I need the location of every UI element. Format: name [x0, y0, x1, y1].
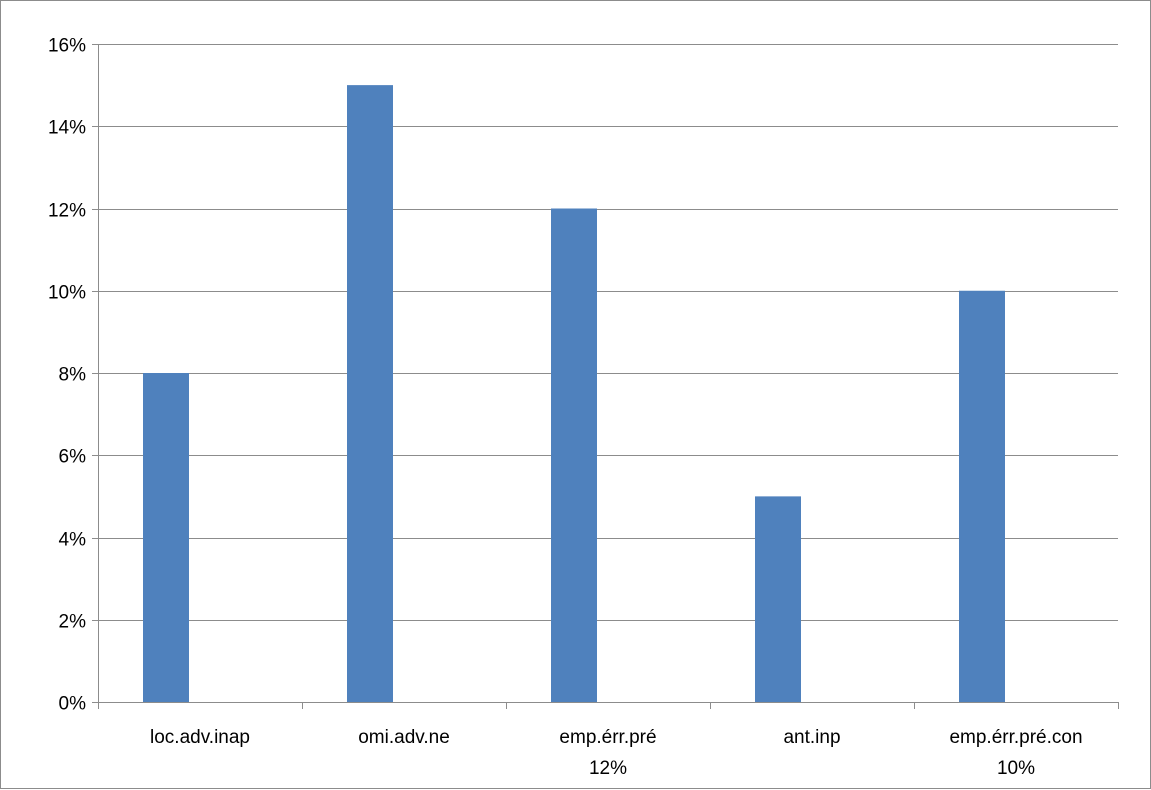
- x-tick-labels: loc.adv.inap omi.adv.ne emp.érr.pré 12% ant.…: [150, 727, 1083, 779]
- y-tick-label: 16%: [48, 36, 86, 57]
- y-tick-label: 8%: [59, 365, 87, 386]
- bars: [143, 85, 1005, 702]
- x-tick-label: emp.érr.pré.con 10%: [949, 727, 1082, 779]
- bar: [959, 290, 1005, 702]
- y-tick-label: 4%: [59, 530, 87, 551]
- axes: [92, 44, 1119, 709]
- x-tick-label: ant.inp: [783, 727, 840, 748]
- x-tick-label: omi.adv.ne: [358, 727, 450, 748]
- y-tick-label: 10%: [48, 283, 86, 304]
- gridlines: [98, 44, 1118, 621]
- bar: [755, 496, 801, 702]
- y-tick-labels: 0% 2% 4% 6% 8% 10% 12% 14% 16%: [48, 36, 86, 715]
- bar: [551, 208, 597, 702]
- y-tick-label: 12%: [48, 201, 86, 222]
- y-tick-label: 14%: [48, 118, 86, 139]
- bar: [347, 85, 393, 702]
- y-tick-label: 0%: [59, 694, 87, 715]
- x-tick-label: emp.érr.pré 12%: [559, 727, 656, 779]
- x-tick-label: loc.adv.inap: [150, 727, 250, 748]
- y-tick-label: 6%: [59, 447, 87, 468]
- y-tick-label: 2%: [59, 612, 87, 633]
- bar: [143, 373, 189, 702]
